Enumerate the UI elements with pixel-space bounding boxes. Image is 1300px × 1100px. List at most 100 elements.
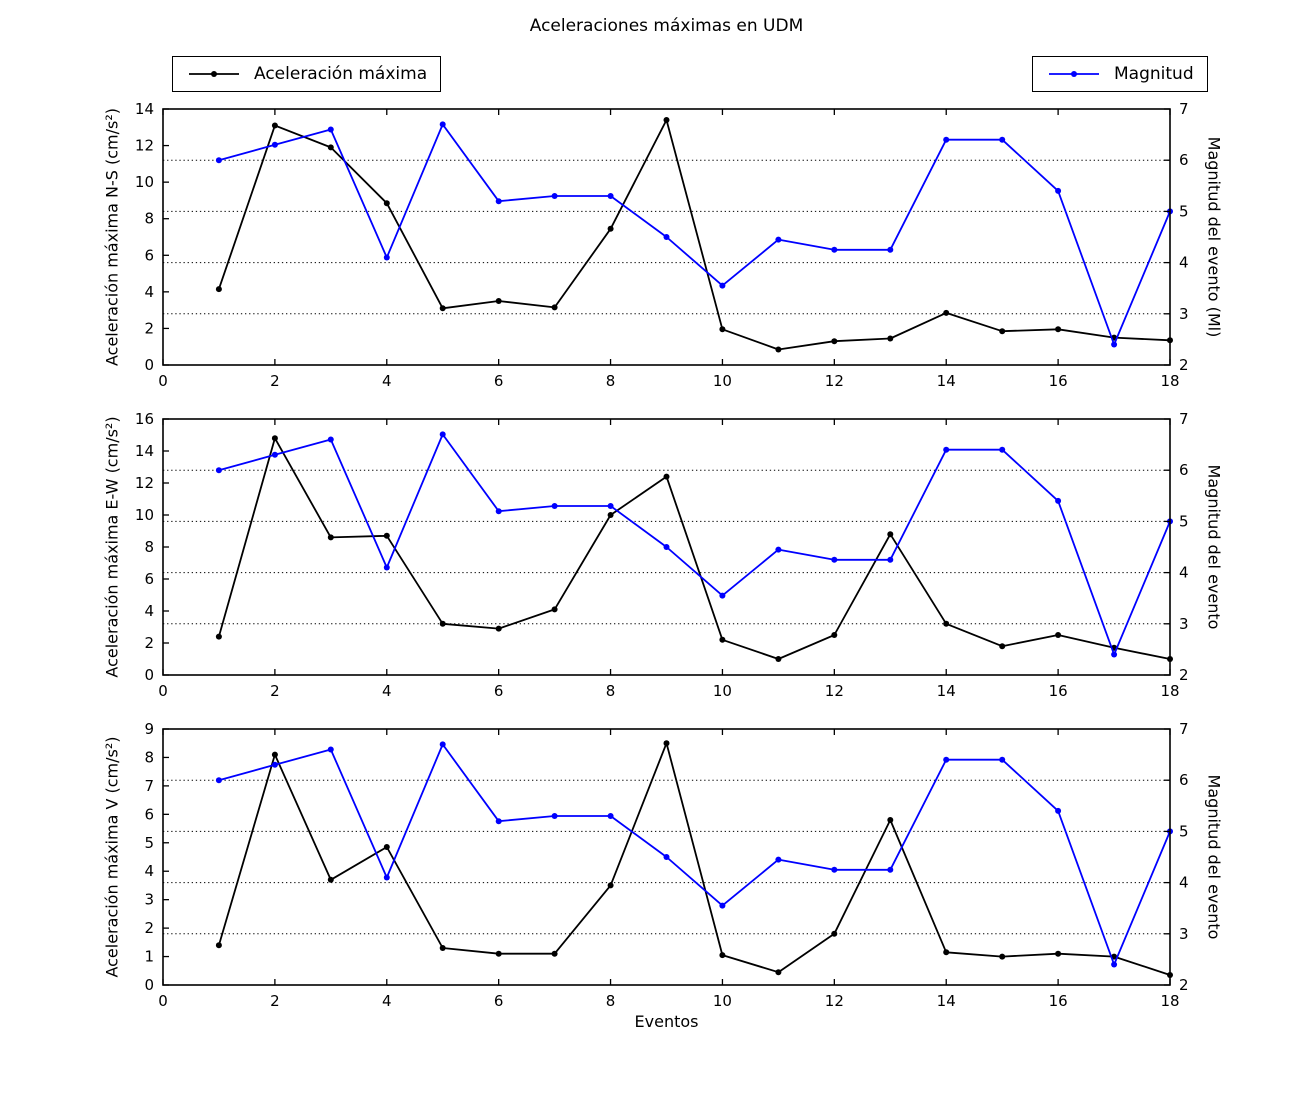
magnitud-marker [943,136,950,143]
y-tick-label-right: 6 [1179,461,1189,479]
chart-title: Aceleraciones máximas en UDM [529,16,804,36]
accel-marker [887,531,894,538]
magnitud-marker [439,431,446,438]
legend-magnitud: Magnitud [1032,56,1208,92]
accel-line-v [218,742,1171,976]
accel-marker [327,876,334,883]
y-tick-label-left: 4 [144,862,154,880]
accel-marker [215,286,222,293]
legend-accel-line-icon [189,71,239,77]
magnitud-marker [607,813,614,819]
x-tick-label: 8 [606,372,616,390]
magnitud-marker [439,121,446,128]
x-tick-label: 12 [825,682,844,700]
magnitud-marker [775,546,782,553]
magnitud-marker [663,234,670,240]
y-tick-label-left: 16 [135,410,154,428]
y-tick-label-left: 0 [144,356,154,374]
x-tick-label: 6 [494,682,504,700]
magnitud-marker [495,818,502,825]
ylabel-ns-left: Aceleración máxima N-S (cm/s²) [102,107,122,367]
legend-magnitud-label: Magnitud [1114,64,1194,84]
accel-marker [831,632,838,638]
ylabel-ns-right: Magnitud del evento (Ml) [1204,136,1224,338]
y-tick-label-left: 7 [144,777,154,795]
y-tick-label-left: 3 [144,891,154,909]
accel-marker [551,606,558,613]
y-tick-label-right: 4 [1179,254,1189,272]
legend-magnitud-line-icon [1049,71,1099,77]
magnitud-marker [271,761,278,768]
axes-border [162,108,1171,366]
magnitud-marker [719,592,726,599]
accel-marker [775,969,782,976]
magnitud-marker [943,756,950,763]
y-tick-label-left: 4 [144,283,154,301]
magnitud-marker [719,902,726,909]
accel-marker [607,882,614,889]
y-tick-label-left: 8 [144,210,154,228]
accel-marker [831,930,838,937]
accel-marker [719,326,726,333]
accel-marker [1055,326,1062,333]
magnitud-marker [999,756,1006,763]
accel-marker [383,200,390,207]
y-tick-label-left: 1 [144,948,154,966]
magnitud-marker [215,467,222,474]
accel-marker [215,942,222,949]
y-tick-label-right: 7 [1179,100,1189,118]
accel-marker [999,953,1006,960]
y-tick-label-left: 14 [135,100,154,118]
accel-marker [831,338,838,345]
accel-marker [439,305,446,312]
y-tick-label-left: 2 [144,319,154,337]
magnitud-marker [831,866,838,873]
magnitud-marker [551,813,558,819]
magnitud-marker [775,236,782,243]
accel-marker [271,435,278,442]
y-tick-label-left: 2 [144,634,154,652]
magnitud-marker [271,451,278,458]
x-tick-label: 16 [1049,992,1068,1010]
y-tick-label-right: 4 [1179,874,1189,892]
magnitud-marker [607,193,614,199]
accel-marker [663,473,670,480]
magnitud-marker [831,556,838,563]
subplot-ns: 0 2 4 6 8 10 12 14 16 18 0 2 4 6 8 10 12 14 2 3 4 5 6 7 [135,100,1189,390]
y-tick-label-right: 5 [1179,512,1189,530]
magnitud-marker [719,282,726,289]
y-tick-label-right: 7 [1179,410,1189,428]
accel-marker [271,751,278,758]
accel-marker [383,532,390,539]
magnitud-marker [943,446,950,453]
x-tick-label: 14 [937,992,956,1010]
x-tick-label: 0 [158,372,168,390]
y-tick-label-left: 2 [144,919,154,937]
accel-marker [775,656,782,662]
y-tick-label-left: 0 [144,666,154,684]
x-tick-label: 6 [494,372,504,390]
x-tick-label: 4 [382,372,392,390]
legend-aceleracion: Aceleración máxima [172,56,442,92]
ylabel-ew-right: Magnitud del evento [1204,464,1224,630]
magnitud-marker [1055,807,1062,814]
accel-marker [943,949,950,956]
magnitud-marker [551,193,558,199]
ylabel-v-left: Aceleración máxima V (cm/s²) [102,736,122,978]
accel-marker [495,950,502,957]
y-tick-label-right: 6 [1179,771,1189,789]
accel-marker [719,636,726,643]
accel-marker [271,122,278,129]
magnitud-marker [1055,497,1062,504]
accel-marker [943,620,950,627]
accel-marker [887,817,894,823]
subplot-ew: 0 2 4 6 8 10 12 14 16 18 0 2 4 6 8 10 12 14 16 2 3 4 5 6 7 [135,410,1189,700]
y-tick-label-left: 12 [135,474,154,492]
magnitud-marker [439,741,446,748]
x-tick-label: 8 [606,682,616,700]
accel-marker [1055,950,1062,957]
accel-marker [383,844,390,850]
y-tick-label-right: 6 [1179,151,1189,169]
magnitud-marker [663,854,670,860]
